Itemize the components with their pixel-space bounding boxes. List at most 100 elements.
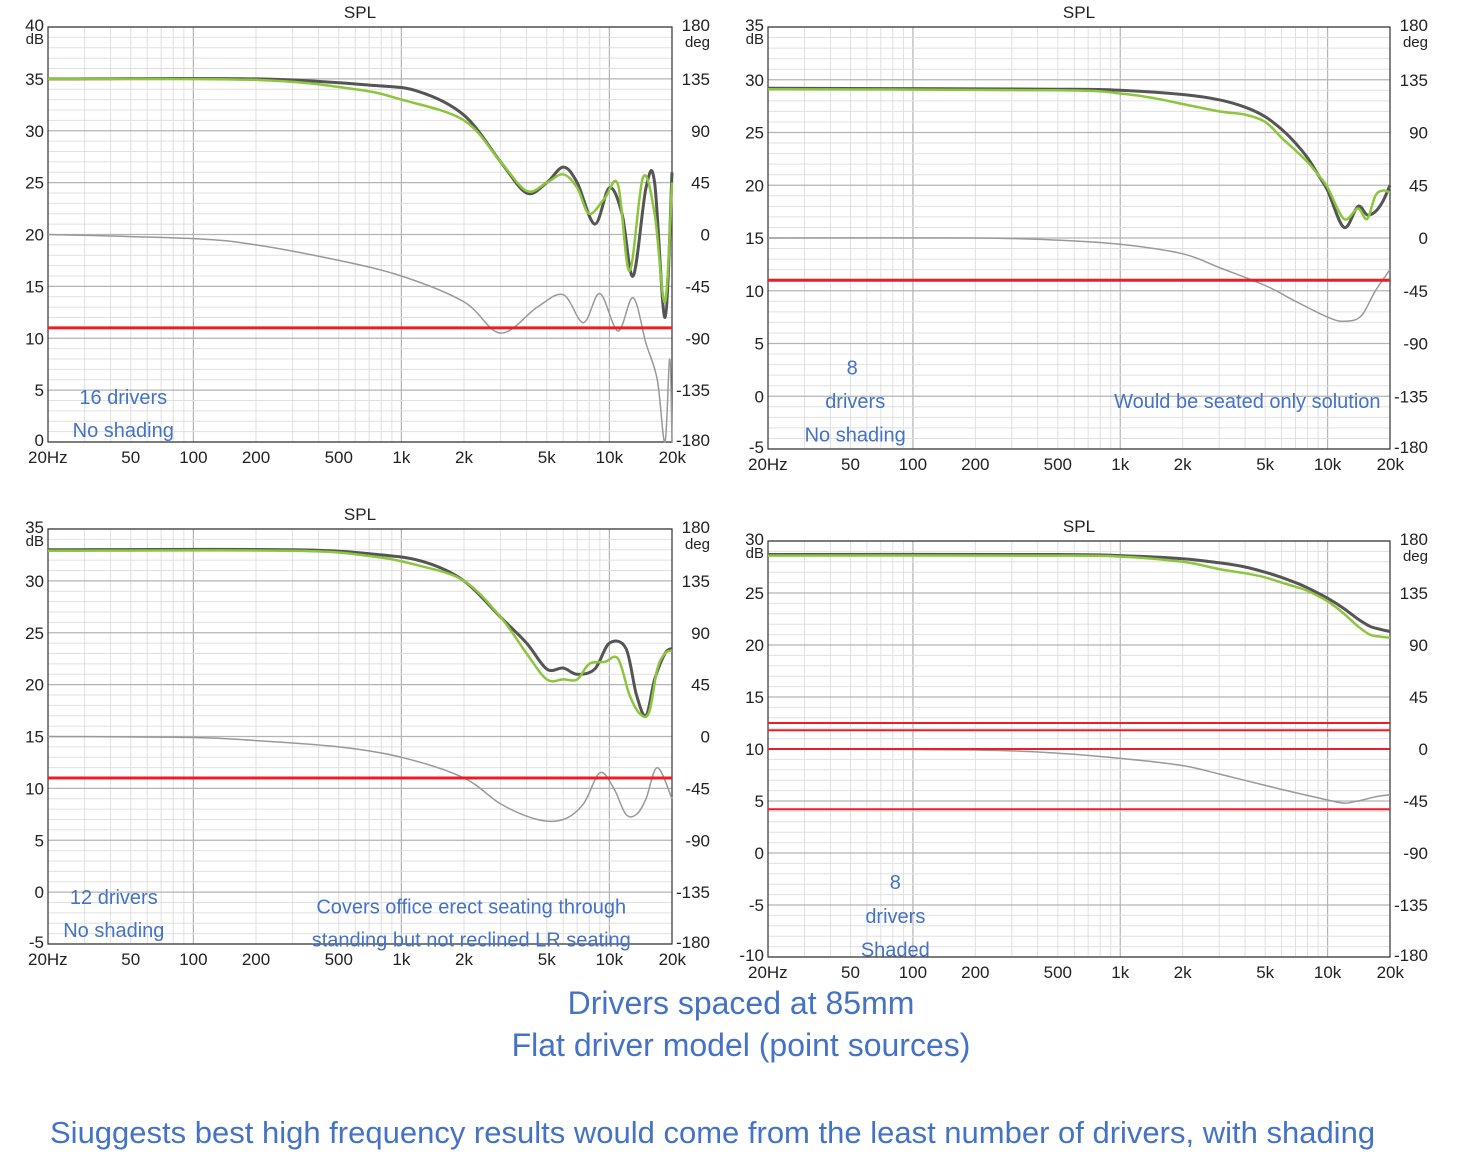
spl-chart-8-drivers-shaded: SPL302520151050-5-10dB18013590450-45-90-… — [739, 517, 1428, 982]
x-tick-label: 50 — [841, 963, 860, 982]
y-tick-label: 15 — [745, 688, 764, 707]
x-tick-label: 2k — [1174, 455, 1192, 474]
x-tick-label: 10k — [596, 448, 624, 467]
y2-tick-label: 0 — [1419, 229, 1428, 248]
spl-chart-12-drivers: SPL35302520151050-5dB18013590450-45-90-1… — [25, 505, 710, 969]
y2-tick-label: -90 — [685, 831, 710, 850]
y2-tick-label: 45 — [691, 676, 710, 695]
x-tick-label: 500 — [1044, 455, 1072, 474]
y-tick-label: -5 — [749, 896, 764, 915]
annotation-text: 8 — [890, 872, 901, 894]
caption-driver-model: Flat driver model (point sources) — [511, 1027, 971, 1063]
x-tick-label: 1k — [392, 950, 410, 969]
x-tick-label: 10k — [1314, 963, 1342, 982]
y2-tick-label: 90 — [1409, 124, 1428, 143]
y2-tick-label: -45 — [685, 277, 710, 296]
chart-title: SPL — [1063, 517, 1095, 536]
y2-tick-label: -180 — [676, 933, 710, 952]
x-tick-label: 2k — [455, 950, 473, 969]
series-spl-green — [767, 554, 1391, 639]
x-tick-label: 20Hz — [748, 455, 788, 474]
annotation-text: No shading — [63, 920, 164, 942]
chart-panel-8-drivers-shaded: SPL 30 25 20 15 10 5 0 -5 -10 dB 180 135 90 45 0 -45 -90-… — [725, 510, 1482, 990]
y2-tick-label: -135 — [676, 883, 710, 902]
x-tick-label: 20k — [659, 448, 687, 467]
x-tick-label: 100 — [899, 455, 927, 474]
y2-tick-label: 180 — [1400, 16, 1428, 35]
x-tick-label: 5k — [1256, 455, 1274, 474]
y2-tick-label: -90 — [685, 329, 710, 348]
annotation-text: drivers — [825, 391, 885, 413]
y-tick-label: 0 — [35, 431, 44, 450]
y-tick-label: 0 — [35, 883, 44, 902]
y2-tick-label: 135 — [1400, 584, 1428, 603]
y2-tick-label: -90 — [1403, 844, 1428, 863]
y-tick-label: 35 — [25, 518, 44, 537]
grid-lines — [47, 528, 673, 945]
x-tick-label: 500 — [1044, 963, 1072, 982]
y2-tick-label: 45 — [1409, 688, 1428, 707]
x-tick-label: 100 — [179, 448, 207, 467]
caption-driver-spacing: Drivers spaced at 85mm — [567, 985, 915, 1021]
series-spl-green — [47, 549, 673, 719]
y2-tick-label: 90 — [691, 122, 710, 141]
x-tick-label: 20k — [1377, 963, 1405, 982]
x-tick-label: 500 — [325, 950, 353, 969]
x-tick-label: 100 — [899, 963, 927, 982]
y2-tick-label: 0 — [701, 728, 710, 747]
y2-tick-label: 0 — [701, 226, 710, 245]
annotation-text: No shading — [73, 420, 174, 442]
y-tick-label: 0 — [755, 844, 764, 863]
series-spl-green — [767, 87, 1391, 221]
x-tick-label: 20k — [1377, 455, 1405, 474]
y2-tick-label: 0 — [1419, 740, 1428, 759]
annotation-text: 16 drivers — [79, 387, 167, 409]
series-spl-green — [47, 77, 674, 304]
chart-title: SPL — [1063, 3, 1095, 22]
x-tick-label: 2k — [1174, 963, 1192, 982]
y-tick-label: 30 — [25, 572, 44, 591]
annotation-text: Would be seated only solution — [1114, 391, 1380, 413]
x-tick-label: 20Hz — [28, 950, 68, 969]
x-tick-label: 5k — [538, 950, 556, 969]
y-tick-label: 5 — [35, 381, 44, 400]
spl-chart-16-drivers: SPL4035302520151050dB18013590450-45-90-1… — [25, 3, 710, 467]
y2-tick-label: -45 — [1403, 792, 1428, 811]
y-tick-label: 30 — [25, 122, 44, 141]
y2-tick-label: 45 — [691, 174, 710, 193]
x-tick-label: 10k — [596, 950, 624, 969]
x-tick-label: 200 — [961, 455, 989, 474]
series-spl-dark — [47, 76, 674, 320]
y-tick-label: 20 — [745, 636, 764, 655]
x-tick-label: 20Hz — [748, 963, 788, 982]
chart-panel-12-drivers: SPL 35 30 25 20 15 10 5 0 -5 dB 180 135 90 45 0 -45 -90 -1… — [0, 500, 725, 975]
x-tick-label: 500 — [325, 448, 353, 467]
y-tick-label: 5 — [35, 831, 44, 850]
series-phase-gray — [767, 237, 1391, 323]
y-axis-label: dB — [26, 31, 44, 48]
x-tick-label: 200 — [961, 963, 989, 982]
y-tick-label: 15 — [745, 229, 764, 248]
x-tick-label: 1k — [1111, 963, 1129, 982]
x-tick-label: 1k — [1111, 455, 1129, 474]
series-phase-gray — [767, 748, 1391, 804]
grid-lines — [47, 26, 673, 443]
y-tick-label: 25 — [745, 584, 764, 603]
chart-panel-8-drivers: SPL 35 30 25 20 15 10 5 0 -5 dB 180 135 90 45 0 -45 -90 -1… — [725, 0, 1482, 480]
chart-title: SPL — [344, 3, 376, 22]
y-tick-label: 15 — [25, 277, 44, 296]
annotation-text: Shaded — [861, 939, 930, 961]
y-tick-label: 20 — [745, 176, 764, 195]
annotation-text: drivers — [865, 906, 925, 928]
annotation-text: standing but not reclined LR seating — [312, 930, 631, 952]
x-tick-label: 5k — [538, 448, 556, 467]
spl-chart-8-drivers: SPL35302520151050-5dB18013590450-45-90-1… — [745, 3, 1428, 474]
y-tick-label: -10 — [739, 946, 764, 965]
x-tick-label: 20Hz — [28, 448, 68, 467]
y-tick-label: 10 — [745, 740, 764, 759]
y-axis-label: dB — [746, 545, 764, 562]
y2-axis-label: deg — [685, 34, 710, 51]
y-tick-label: 25 — [25, 624, 44, 643]
x-tick-label: 10k — [1314, 455, 1342, 474]
x-tick-label: 50 — [121, 950, 140, 969]
